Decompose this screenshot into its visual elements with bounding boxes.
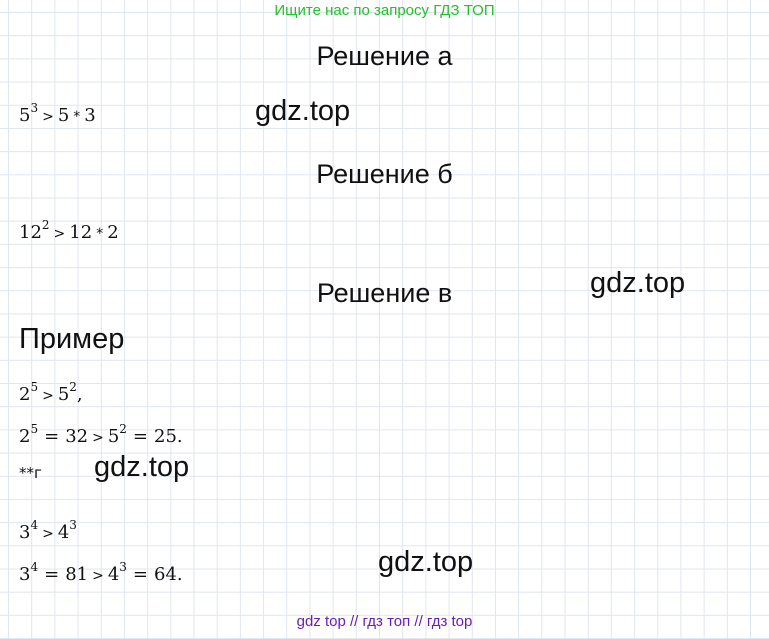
times-sign: * [73,109,81,125]
heading-solution-b: Решение б [316,159,453,189]
expr-b-rhs-2: 2 [107,222,119,243]
expr-a-rhs-2: 3 [84,105,96,126]
expr-b-rhs-1: 12 [69,222,93,243]
search-banner: Ищите нас по запросу ГДЗ ТОП [274,2,495,19]
ex2-exp-1: 5 [30,422,39,436]
gt-sign: > [92,568,104,584]
part-g-label: **г [19,464,42,482]
expr-a-base: 5 [19,105,31,126]
ex1-exp-1: 5 [30,380,39,394]
g1-exp-2: 3 [69,518,77,532]
expr-a-exp: 3 [30,101,39,115]
g1-exp-1: 4 [30,518,39,532]
example-line-1: 25> 52, [19,380,83,405]
watermark: gdz.top [255,95,351,127]
expression-a: 53> 5 * 3 [19,101,96,126]
expr-b-exp: 2 [41,218,50,232]
watermark: gdz.top [94,451,190,483]
ex1-base-2: 5 [57,384,70,405]
heading-solution-v: Решение в [316,278,453,308]
equals-sign: = [44,564,60,585]
times-sign: * [96,226,104,242]
g2-base-2: 4 [107,564,120,585]
ex2-value-1: 32 [65,426,89,447]
expression-b: 122> 12 * 2 [19,218,119,243]
equals-sign: = [44,426,60,447]
equals-sign: = [132,426,149,447]
gt-sign: > [53,226,66,242]
gt-sign: > [42,109,54,125]
g2-base-1: 3 [19,564,31,585]
g2-value-2: 64. [154,564,183,585]
ex2-value-2: 25. [154,426,183,447]
ex2-exp-2: 2 [119,422,127,436]
expression-g-2: 34 = 81 >43 = 64. [19,560,183,585]
ex1-base-1: 2 [19,384,31,405]
watermark: gdz.top [590,267,686,299]
expr-a-rhs-1: 5 [57,105,70,126]
ex1-exp-2: 2 [69,380,77,394]
footer-links[interactable]: gdz top // гдз топ // гдз top [296,613,473,630]
g2-exp-2: 3 [119,560,127,574]
g2-value-1: 81 [65,564,89,585]
ex1-comma: , [76,384,83,405]
watermark: gdz.top [378,546,474,578]
gt-sign: > [92,430,104,446]
equals-sign: = [132,564,149,585]
heading-solution-a: Решение а [316,41,453,71]
example-label: Пример [19,323,125,355]
example-line-2: 25 = 32 >52 = 25. [19,422,183,447]
expression-g-1: 34> 43 [19,518,77,543]
expr-b-base: 12 [19,222,42,243]
ex2-base-1: 2 [19,426,31,447]
gt-sign: > [42,526,54,542]
g1-base-1: 3 [19,522,31,543]
gt-sign: > [42,388,54,404]
g2-exp-1: 4 [30,560,39,574]
g1-base-2: 4 [57,522,70,543]
ex2-base-2: 5 [107,426,120,447]
